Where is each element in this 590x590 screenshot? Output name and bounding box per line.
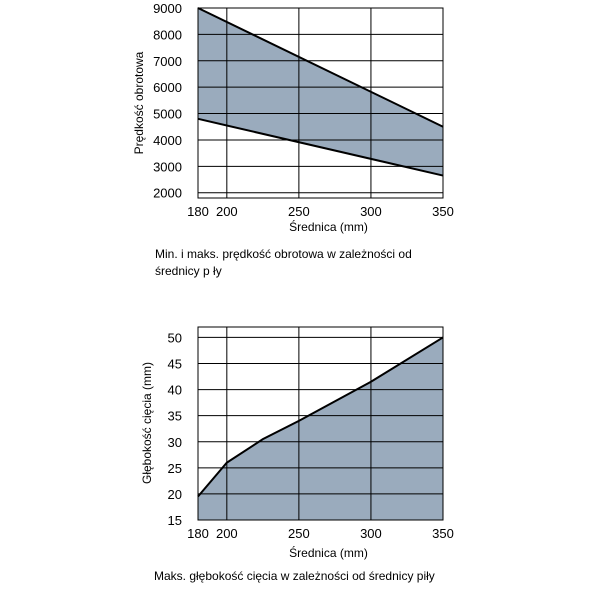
chart2-ytick-label: 50	[168, 330, 182, 345]
chart1-max-speed-line	[197, 7, 444, 128]
chart1-y-axis-label: Prędkość obrotowa	[132, 51, 146, 154]
chart2-ytick-label: 25	[168, 461, 182, 476]
chart2-xtick-label: 200	[216, 526, 238, 541]
chart2-ytick-label: 40	[168, 383, 182, 398]
chart2-frame	[197, 326, 444, 521]
chart1-ytick-label: 9000	[153, 1, 182, 16]
chart1-frame	[197, 7, 444, 199]
chart2-x-axis-label: Średnica (mm)	[289, 545, 368, 560]
chart2-ytick-label: 20	[168, 487, 182, 502]
chart1-caption-line1: Min. i maks. prędkość obrotowa w zależno…	[155, 247, 412, 261]
chart2-xtick-label: 250	[288, 526, 310, 541]
chart2-depth-line	[197, 336, 444, 498]
chart2-caption-line1: Maks. głębokość cięcia w zależności od ś…	[154, 569, 435, 583]
chart2-xtick-label: 300	[360, 526, 382, 541]
chart2-ytick-label: 15	[168, 513, 182, 528]
chart1-xtick-label: 300	[360, 204, 382, 219]
chart1-ytick-label: 5000	[153, 107, 182, 122]
chart1-ytick-label: 2000	[153, 186, 182, 201]
chart2-y-axis-label: Głębokość cięcia (mm)	[140, 362, 154, 484]
chart1-xtick-label: 180	[187, 204, 209, 219]
chart1-xtick-label: 200	[216, 204, 238, 219]
chart2-ytick-label: 45	[168, 357, 182, 372]
chart1-area	[198, 8, 443, 176]
chart-2: 180 200 250 300 350 15 20 25 30 35 40 45 50 Średnica …	[140, 326, 454, 560]
chart2-xtick-label: 350	[432, 526, 454, 541]
chart-1: 180 200 250 300 350 2000 3000 4000 5000 6000 7000 8…	[132, 1, 454, 234]
chart2-caption: Maks. głębokość cięcia w zależności od ś…	[154, 568, 474, 585]
chart1-min-speed-line	[197, 117, 444, 177]
chart1-ytick-label: 7000	[153, 54, 182, 69]
chart2-ytick-label: 35	[168, 409, 182, 424]
chart1-caption: Min. i maks. prędkość obrotowa w zależno…	[155, 246, 455, 280]
chart1-xtick-label: 350	[432, 204, 454, 219]
chart2-xtick-label: 180	[187, 526, 209, 541]
chart1-ytick-label: 3000	[153, 159, 182, 174]
chart1-ytick-label: 4000	[153, 133, 182, 148]
chart1-x-axis-label: Średnica (mm)	[289, 219, 368, 234]
chart2-ytick-label: 30	[168, 435, 182, 450]
chart1-ytick-label: 8000	[153, 27, 182, 42]
chart2-area	[198, 337, 443, 520]
chart1-xtick-label: 250	[288, 204, 310, 219]
chart1-ytick-label: 6000	[153, 80, 182, 95]
chart1-caption-line2: średnicy p ły	[155, 264, 222, 278]
